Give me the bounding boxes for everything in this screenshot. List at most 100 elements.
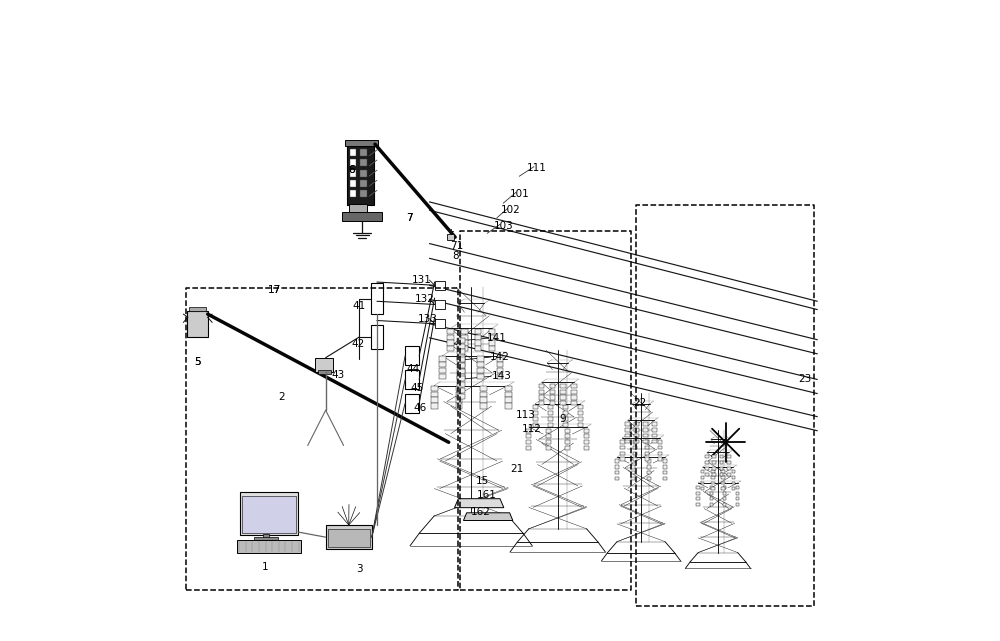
Text: 161: 161 bbox=[477, 490, 497, 500]
Text: 45: 45 bbox=[410, 383, 423, 393]
Bar bbox=[405, 394, 419, 413]
Bar bbox=[439, 368, 446, 373]
Text: 103: 103 bbox=[493, 221, 513, 231]
Bar bbox=[550, 384, 555, 388]
Text: 132: 132 bbox=[415, 294, 435, 304]
Text: 5: 5 bbox=[194, 357, 201, 367]
Bar bbox=[254, 537, 278, 541]
Bar bbox=[439, 362, 446, 367]
Bar bbox=[526, 435, 531, 438]
Bar bbox=[732, 487, 735, 490]
Bar bbox=[633, 446, 637, 449]
Bar bbox=[711, 481, 715, 485]
Bar bbox=[634, 440, 639, 443]
Bar bbox=[701, 481, 704, 485]
Bar bbox=[727, 467, 731, 470]
Bar bbox=[447, 346, 454, 351]
Bar bbox=[475, 329, 481, 334]
Bar bbox=[701, 470, 704, 473]
Bar bbox=[350, 149, 356, 156]
Bar bbox=[710, 486, 713, 488]
Bar bbox=[447, 335, 454, 340]
Text: 6: 6 bbox=[348, 165, 355, 175]
Bar bbox=[705, 455, 709, 458]
Bar bbox=[477, 374, 484, 379]
Bar bbox=[631, 465, 635, 469]
Bar bbox=[533, 411, 538, 415]
Bar bbox=[456, 386, 462, 392]
Text: 142: 142 bbox=[490, 352, 510, 362]
Bar bbox=[457, 376, 465, 381]
Bar bbox=[533, 422, 538, 427]
Bar bbox=[550, 395, 555, 399]
Bar bbox=[237, 540, 301, 553]
Text: 5: 5 bbox=[194, 357, 201, 367]
Text: 15: 15 bbox=[476, 476, 489, 486]
Bar bbox=[615, 477, 619, 480]
Bar bbox=[720, 461, 723, 464]
Bar bbox=[727, 455, 731, 458]
Bar bbox=[723, 503, 726, 506]
Bar bbox=[349, 204, 367, 213]
Bar bbox=[578, 417, 583, 421]
Bar bbox=[633, 458, 637, 461]
Bar bbox=[620, 446, 625, 449]
Bar bbox=[539, 390, 544, 394]
Bar bbox=[625, 434, 630, 437]
Bar bbox=[548, 417, 553, 421]
Text: 112: 112 bbox=[522, 424, 542, 435]
Bar bbox=[431, 386, 438, 392]
Bar bbox=[563, 411, 568, 415]
Bar bbox=[645, 452, 649, 455]
Text: 111: 111 bbox=[527, 163, 547, 173]
Bar bbox=[732, 481, 735, 485]
Text: 41: 41 bbox=[352, 301, 366, 312]
Bar bbox=[475, 335, 481, 340]
Text: 46: 46 bbox=[413, 403, 426, 413]
Bar bbox=[643, 422, 648, 426]
Bar bbox=[342, 212, 382, 221]
Bar bbox=[431, 403, 438, 409]
Bar bbox=[696, 497, 700, 500]
Bar bbox=[435, 300, 445, 309]
Bar bbox=[560, 395, 566, 399]
Text: 44: 44 bbox=[407, 363, 420, 374]
Bar bbox=[539, 384, 544, 388]
Bar bbox=[727, 472, 731, 476]
Bar bbox=[505, 392, 512, 397]
Bar bbox=[712, 472, 716, 476]
Bar bbox=[647, 460, 651, 463]
Bar bbox=[711, 470, 715, 473]
Bar bbox=[663, 477, 667, 480]
Bar bbox=[634, 428, 639, 431]
Bar bbox=[565, 429, 570, 433]
Bar bbox=[439, 374, 446, 379]
Bar bbox=[456, 397, 462, 403]
Bar bbox=[663, 465, 667, 469]
Bar bbox=[189, 307, 206, 311]
Text: 7: 7 bbox=[406, 213, 412, 223]
Bar bbox=[565, 435, 570, 438]
Bar bbox=[584, 440, 589, 444]
Bar bbox=[360, 190, 367, 197]
Bar bbox=[571, 401, 577, 405]
Bar bbox=[539, 395, 544, 399]
Bar bbox=[405, 370, 419, 389]
Bar bbox=[658, 446, 662, 449]
Bar bbox=[633, 440, 637, 444]
Bar bbox=[477, 368, 484, 373]
Bar bbox=[480, 397, 487, 403]
Bar bbox=[477, 362, 484, 367]
Bar bbox=[732, 476, 735, 479]
Bar bbox=[240, 492, 298, 535]
Bar bbox=[625, 428, 630, 431]
Polygon shape bbox=[463, 513, 513, 520]
Bar bbox=[560, 401, 566, 405]
Bar bbox=[546, 440, 551, 444]
Bar bbox=[550, 390, 555, 394]
Text: 1: 1 bbox=[261, 562, 268, 572]
Bar bbox=[578, 405, 583, 410]
Bar bbox=[447, 234, 454, 240]
Bar bbox=[565, 440, 570, 444]
Bar bbox=[647, 477, 651, 480]
